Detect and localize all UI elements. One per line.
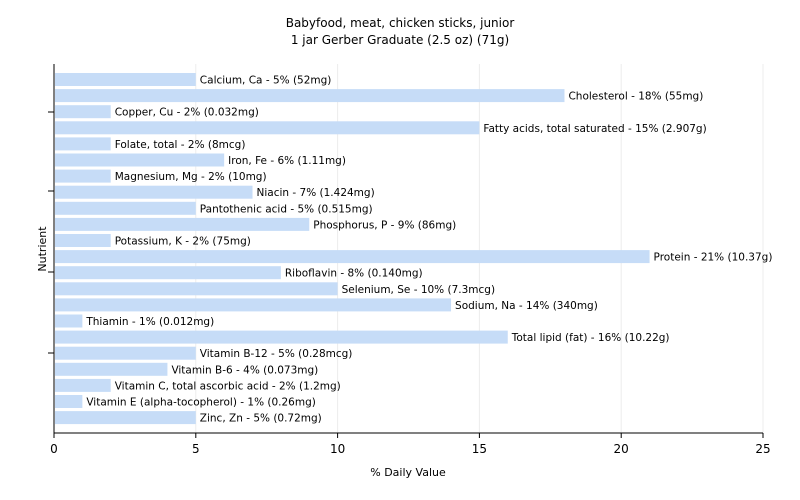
bar-1 [55,89,565,103]
x-tick-label-1: 5 [192,442,200,456]
bar-21 [55,411,196,425]
bar-11 [55,250,650,264]
bar-label-5: Iron, Fe - 6% (1.11mg) [228,155,346,167]
bar-label-15: Thiamin - 1% (0.012mg) [85,316,214,328]
bar-label-16: Total lipid (fat) - 16% (10.22g) [511,332,670,344]
bar-label-0: Calcium, Ca - 5% (52mg) [200,75,332,87]
bar-label-10: Potassium, K - 2% (75mg) [115,236,251,248]
bar-label-1: Cholesterol - 18% (55mg) [568,91,703,103]
axes [48,64,763,434]
bar-7 [55,185,253,199]
bar-label-14: Sodium, Na - 14% (340mg) [455,300,598,312]
bar-13 [55,282,338,296]
bar-10 [55,234,111,247]
bar-15 [55,314,83,328]
bar-12 [55,266,281,280]
bar-16 [55,330,508,344]
bar-label-4: Folate, total - 2% (8mcg) [115,139,246,151]
x-tick-label-3: 15 [472,442,487,456]
x-tick-label-2: 10 [330,442,345,456]
bar-label-9: Phosphorus, P - 9% (86mg) [313,219,456,231]
bar-6 [55,169,111,183]
x-tick-label-5: 25 [755,442,770,456]
bar-8 [55,201,196,215]
bar-5 [55,153,225,167]
bar-label-11: Protein - 21% (10.37g) [654,252,773,264]
bar-9 [55,217,310,231]
bar-label-3: Fatty acids, total saturated - 15% (2.90… [483,123,706,135]
bar-label-17: Vitamin B-12 - 5% (0.28mcg) [200,348,353,360]
bar-label-19: Vitamin C, total ascorbic acid - 2% (1.2… [115,380,341,392]
bar-label-20: Vitamin E (alpha-tocopherol) - 1% (0.26m… [86,397,315,409]
x-tick-label-0: 0 [50,442,58,456]
bar-3 [55,121,480,135]
bar-label-21: Zinc, Zn - 5% (0.72mg) [200,413,322,425]
bar-20 [55,395,83,408]
bar-label-2: Copper, Cu - 2% (0.032mg) [115,107,259,119]
bar-4 [55,137,111,151]
x-ticks: 0 5 10 15 20 25 [50,433,771,456]
bar-14 [55,298,452,312]
bar-label-13: Selenium, Se - 10% (7.3mcg) [342,284,495,296]
bar-0 [55,73,196,86]
bar-2 [55,105,111,119]
chart-title: Babyfood, meat, chicken sticks, junior [286,16,515,30]
bars [55,73,650,425]
gridlines [195,64,764,433]
x-axis-title: % Daily Value [370,466,446,479]
bar-17 [55,346,196,360]
bar-18 [55,362,168,376]
y-axis-title: Nutrient [36,226,49,272]
bar-label-12: Riboflavin - 8% (0.140mg) [285,268,423,280]
chart-subtitle: 1 jar Gerber Graduate (2.5 oz) (71g) [291,33,509,47]
bar-label-7: Niacin - 7% (1.424mg) [257,187,375,199]
x-tick-label-4: 20 [614,442,629,456]
bar-label-8: Pantothenic acid - 5% (0.515mg) [200,203,373,215]
bar-19 [55,378,111,392]
bar-label-6: Magnesium, Mg - 2% (10mg) [115,171,267,183]
bar-label-18: Vitamin B-6 - 4% (0.073mg) [171,364,318,376]
bar-labels: Calcium, Ca - 5% (52mg) Cholesterol - 18%… [85,75,772,425]
